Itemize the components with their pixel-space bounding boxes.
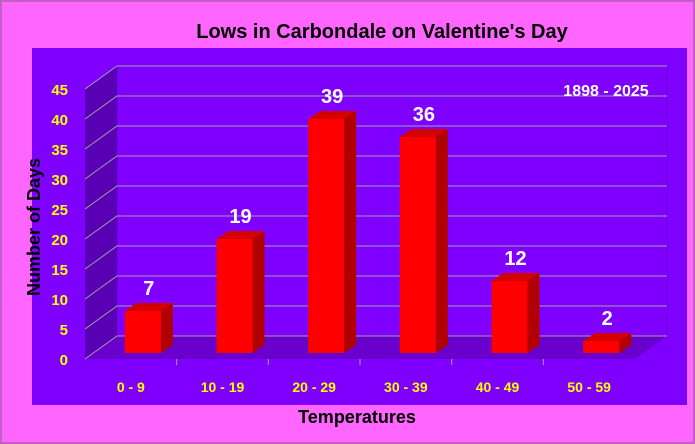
data-label: 19	[229, 206, 251, 228]
bar-top	[399, 129, 448, 137]
bar: 36	[399, 104, 448, 353]
bar-top	[216, 231, 265, 239]
y-tick-label: 10	[51, 292, 68, 309]
y-tick-label: 20	[51, 232, 68, 249]
y-tick-label: 0	[60, 352, 68, 369]
bar-front	[583, 341, 620, 353]
y-tick-label: 30	[51, 172, 68, 189]
y-tick-label: 45	[51, 82, 68, 99]
y-tick-label: 35	[51, 142, 68, 159]
bar-front	[308, 119, 345, 353]
bar-side	[160, 303, 173, 353]
gridline	[84, 215, 667, 240]
data-label: 12	[504, 248, 526, 270]
bar-top	[583, 333, 632, 341]
gridline	[84, 275, 667, 300]
y-tick-label: 15	[51, 262, 68, 279]
bar: 39	[308, 86, 357, 353]
gridline	[84, 335, 667, 360]
gridline	[84, 155, 667, 180]
y-tick-label: 25	[51, 202, 68, 219]
gridline	[84, 185, 667, 210]
x-axis-title: Temperatures	[298, 407, 416, 427]
bar-top	[124, 303, 173, 311]
x-tick-label: 30 - 39	[384, 379, 428, 395]
gridline	[84, 65, 667, 90]
bar-front	[399, 137, 436, 353]
data-label: 36	[413, 104, 435, 126]
bar: 19	[216, 206, 265, 353]
bar-front	[124, 311, 161, 353]
x-tick-label: 40 - 49	[476, 379, 520, 395]
chart-title: Lows in Carbondale on Valentine's Day	[196, 21, 568, 43]
bar-front	[491, 281, 528, 353]
gridline	[84, 95, 667, 120]
bar-side	[619, 333, 632, 353]
bar-side	[344, 111, 357, 353]
y-tick-label: 5	[60, 322, 68, 339]
data-label: 39	[321, 86, 343, 108]
x-tick-label: 20 - 29	[292, 379, 336, 395]
bar: 7	[124, 278, 173, 353]
x-tick-label: 50 - 59	[567, 379, 611, 395]
gridline	[84, 125, 667, 150]
bar-side	[435, 129, 448, 353]
bar-side	[252, 231, 265, 353]
gridline	[84, 245, 667, 270]
bar: 12	[491, 248, 540, 353]
bar-top	[308, 111, 357, 119]
data-label: 7	[143, 278, 154, 300]
bar-top	[491, 273, 540, 281]
x-tick-label: 10 - 19	[201, 379, 245, 395]
plot-back-wall	[116, 65, 668, 337]
gridline	[84, 305, 667, 330]
bar: 2	[583, 308, 632, 353]
y-tick-label: 40	[51, 112, 68, 129]
x-tick-label: 0 - 9	[117, 379, 145, 395]
chart-annotation: 1898 - 2025	[563, 83, 649, 100]
bar-side	[527, 273, 540, 353]
bar-front	[216, 239, 253, 353]
y-axis-title: Number of Days	[24, 158, 44, 296]
plot-side-wall	[85, 66, 117, 359]
data-label: 2	[602, 308, 613, 330]
